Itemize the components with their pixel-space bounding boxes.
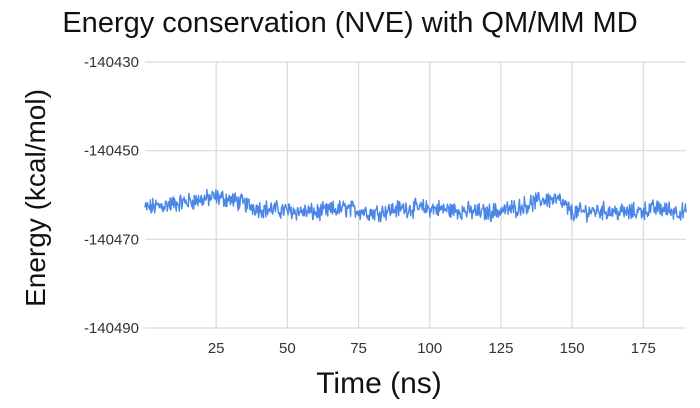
x-tick-label: 100	[417, 340, 442, 357]
x-tick-label: 50	[279, 340, 296, 357]
x-tick-label: 25	[208, 340, 225, 357]
x-tick-label: 75	[350, 340, 367, 357]
x-tick-labels: 25 50 75 100 125 150 175	[208, 340, 656, 357]
chart-title: Energy conservation (NVE) with QM/MM MD	[62, 7, 637, 39]
x-tick-label: 175	[631, 340, 656, 357]
y-axis-label: Energy (kcal/mol)	[20, 89, 51, 307]
y-tick-label: -140430	[84, 54, 139, 71]
x-axis-label: Time (ns)	[316, 367, 442, 400]
series-group	[144, 188, 687, 223]
energy-series-line	[144, 188, 687, 223]
y-tick-label: -140490	[84, 320, 139, 337]
x-tick-label: 150	[560, 340, 585, 357]
y-tick-label: -140470	[84, 231, 139, 248]
y-tick-labels: -140430 -140450 -140470 -140490	[84, 54, 139, 337]
y-tick-label: -140450	[84, 143, 139, 160]
x-tick-label: 125	[488, 340, 513, 357]
